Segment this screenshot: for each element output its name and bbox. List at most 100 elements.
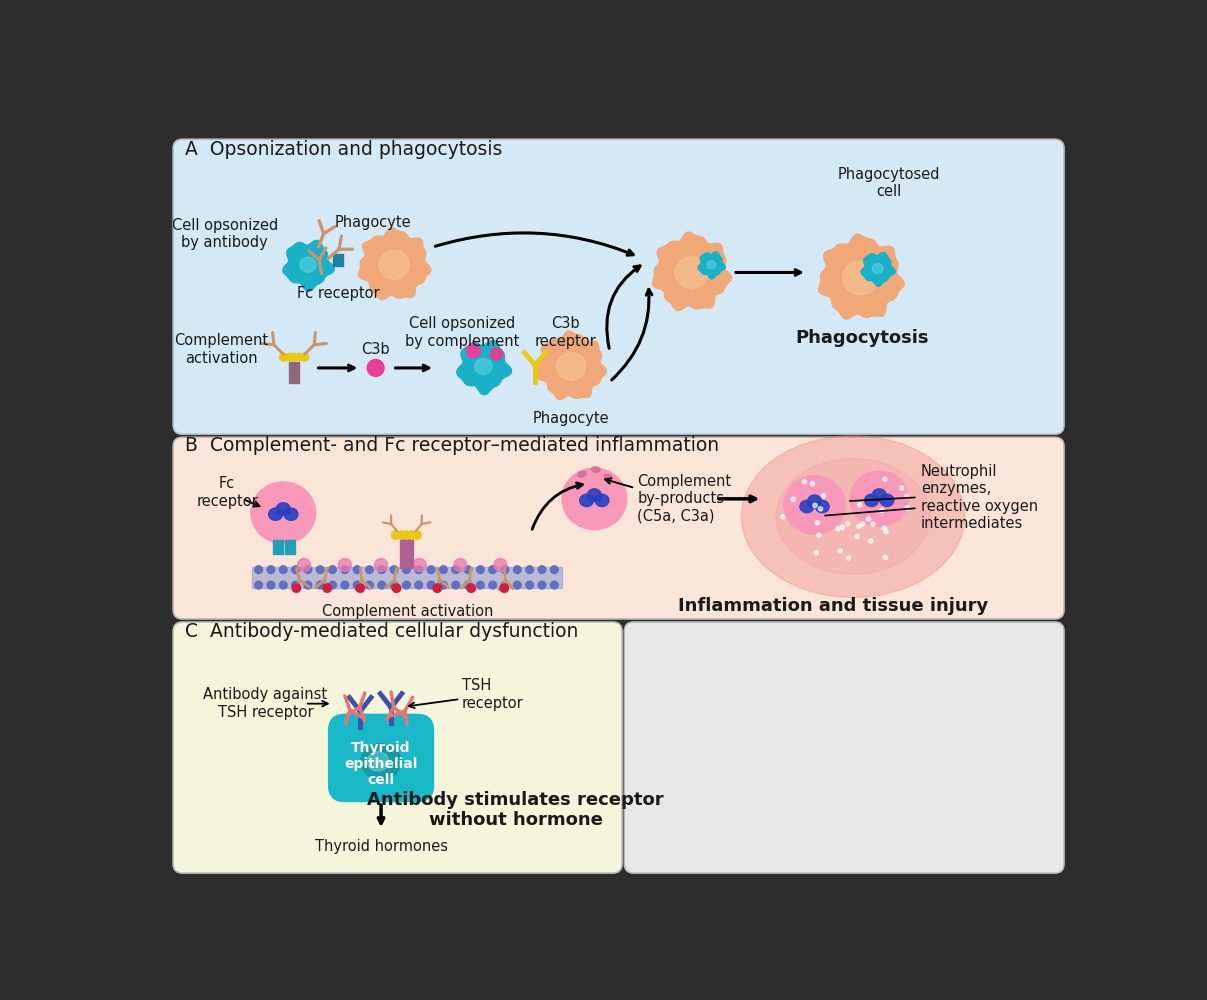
Ellipse shape	[588, 489, 601, 501]
Circle shape	[267, 581, 275, 589]
Circle shape	[513, 581, 521, 589]
Circle shape	[451, 566, 460, 574]
Text: Cell opsonized
by antibody: Cell opsonized by antibody	[171, 218, 278, 250]
Ellipse shape	[605, 474, 612, 480]
Polygon shape	[358, 228, 431, 300]
Polygon shape	[818, 234, 904, 319]
Circle shape	[846, 556, 851, 560]
Circle shape	[413, 559, 426, 572]
Circle shape	[304, 581, 311, 589]
Text: Phagocyte: Phagocyte	[336, 215, 412, 230]
Circle shape	[490, 348, 502, 360]
Circle shape	[439, 581, 448, 589]
Circle shape	[803, 479, 806, 484]
FancyBboxPatch shape	[173, 622, 622, 873]
Circle shape	[354, 581, 361, 589]
Text: Thyroid
epithelial
cell: Thyroid epithelial cell	[344, 741, 418, 787]
Ellipse shape	[299, 257, 316, 272]
Ellipse shape	[776, 459, 931, 574]
Ellipse shape	[815, 502, 822, 507]
Circle shape	[328, 566, 337, 574]
Ellipse shape	[880, 494, 894, 507]
Bar	[252, 567, 562, 588]
Text: Phagocytosed
cell: Phagocytosed cell	[838, 167, 940, 199]
Text: A  Opsonization and phagocytosis: A Opsonization and phagocytosis	[185, 140, 502, 159]
Bar	[273, 540, 284, 554]
FancyBboxPatch shape	[624, 622, 1065, 873]
Circle shape	[403, 581, 410, 589]
FancyBboxPatch shape	[328, 714, 435, 802]
Circle shape	[884, 529, 888, 533]
Polygon shape	[456, 340, 512, 395]
Text: Complement
activation: Complement activation	[175, 333, 269, 366]
Circle shape	[367, 359, 384, 376]
Polygon shape	[653, 232, 731, 310]
Ellipse shape	[675, 257, 709, 288]
Circle shape	[279, 581, 287, 589]
FancyBboxPatch shape	[173, 437, 1065, 619]
Circle shape	[403, 566, 410, 574]
Circle shape	[815, 521, 820, 525]
Circle shape	[378, 581, 386, 589]
Circle shape	[391, 531, 400, 539]
Circle shape	[296, 353, 303, 361]
Circle shape	[392, 584, 401, 592]
Circle shape	[815, 551, 818, 555]
Ellipse shape	[284, 510, 290, 514]
Circle shape	[465, 566, 472, 574]
Circle shape	[791, 497, 795, 502]
Ellipse shape	[595, 496, 601, 500]
Text: C  Antibody-mediated cellular dysfunction: C Antibody-mediated cellular dysfunction	[185, 622, 578, 641]
Text: Fc
receptor: Fc receptor	[197, 476, 258, 509]
Circle shape	[467, 584, 476, 592]
Circle shape	[884, 555, 887, 560]
Ellipse shape	[873, 264, 884, 274]
Circle shape	[882, 477, 887, 481]
Circle shape	[366, 566, 373, 574]
Circle shape	[899, 486, 904, 490]
Text: Antibody stimulates receptor
without hormone: Antibody stimulates receptor without hor…	[367, 791, 664, 829]
Ellipse shape	[850, 471, 909, 527]
Circle shape	[857, 503, 862, 507]
Circle shape	[867, 517, 870, 521]
Circle shape	[342, 566, 349, 574]
Circle shape	[838, 549, 842, 553]
Circle shape	[378, 566, 386, 574]
Circle shape	[390, 581, 398, 589]
Circle shape	[550, 566, 558, 574]
Circle shape	[454, 559, 467, 572]
Circle shape	[292, 566, 299, 574]
Polygon shape	[282, 240, 334, 291]
Circle shape	[882, 526, 886, 530]
Circle shape	[465, 581, 472, 589]
Circle shape	[397, 531, 406, 539]
Circle shape	[477, 581, 484, 589]
Polygon shape	[861, 252, 896, 286]
Text: Phagocytosis: Phagocytosis	[795, 329, 929, 347]
Text: C3b: C3b	[361, 342, 390, 357]
Ellipse shape	[284, 508, 298, 520]
Circle shape	[467, 344, 480, 358]
Circle shape	[366, 581, 373, 589]
Ellipse shape	[562, 468, 626, 530]
Text: Antibody against
TSH receptor: Antibody against TSH receptor	[204, 687, 327, 720]
Text: C3b
receptor: C3b receptor	[535, 316, 596, 349]
Text: Thyroid hormones: Thyroid hormones	[315, 839, 448, 854]
Text: Fc receptor: Fc receptor	[297, 286, 380, 301]
Circle shape	[781, 515, 785, 519]
Circle shape	[526, 581, 533, 589]
Ellipse shape	[873, 489, 886, 501]
Circle shape	[267, 566, 275, 574]
Circle shape	[290, 353, 298, 361]
Circle shape	[904, 494, 909, 499]
Circle shape	[415, 581, 422, 589]
Circle shape	[439, 566, 448, 574]
Circle shape	[500, 584, 508, 592]
Ellipse shape	[741, 436, 964, 597]
Circle shape	[297, 559, 310, 572]
Circle shape	[338, 559, 351, 572]
Ellipse shape	[807, 502, 814, 507]
Circle shape	[328, 581, 337, 589]
Text: Complement
by-products
(C5a, C3a): Complement by-products (C5a, C3a)	[637, 474, 731, 524]
Circle shape	[292, 581, 299, 589]
